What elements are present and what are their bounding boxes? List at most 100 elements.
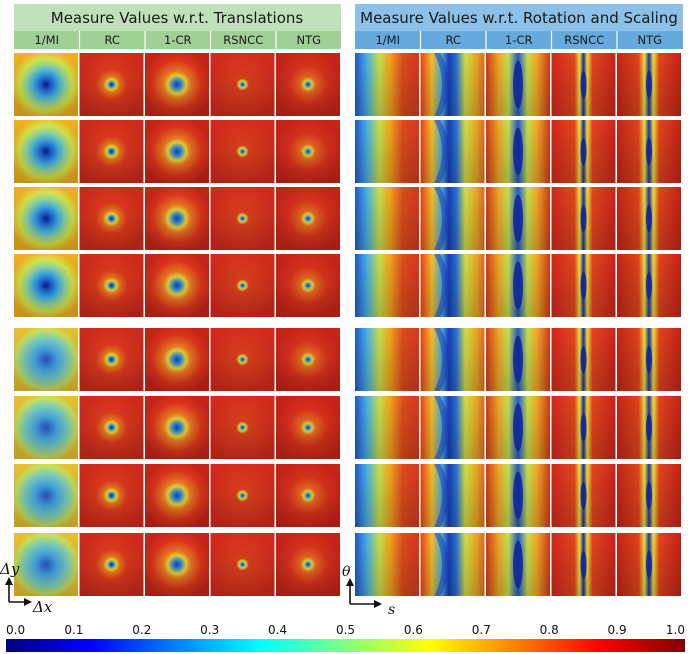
right-column-label: NTG (637, 33, 662, 47)
minimum-marker (580, 413, 587, 442)
heatmap-shading (79, 396, 144, 459)
rc-lobe (434, 533, 450, 596)
heatmap-shading (79, 187, 144, 250)
heatmap-shading (210, 533, 275, 596)
theta-label: θ (342, 564, 351, 580)
dx-label: Δx (32, 598, 53, 616)
rc-lobe (434, 120, 450, 183)
colorbar-tick: 0.0 (6, 623, 25, 637)
dy-label: Δy (0, 560, 20, 578)
heatmap-shading (145, 464, 209, 527)
heatmap-shading (355, 187, 419, 250)
colorbar-tick: 0.2 (132, 623, 151, 637)
left-column-label: RC (105, 33, 120, 47)
minimum-marker (646, 271, 652, 300)
heatmap-shading (145, 396, 209, 459)
right-column-label: RSNCC (564, 33, 604, 47)
heatmap-shading (14, 328, 78, 391)
minimum-marker (513, 471, 523, 520)
minimum-marker (513, 194, 523, 243)
heatmap-shading (420, 53, 485, 116)
colorbar-tick: 0.3 (200, 623, 219, 637)
colorbar-tick: 0.6 (404, 623, 423, 637)
rotation-axis-indicator: θ s (342, 564, 395, 618)
left-sub-header-bg (14, 31, 341, 49)
heatmap-shading (14, 396, 78, 459)
minimum-marker (646, 204, 652, 233)
colorbar: 0.0 0.1 0.2 0.3 0.4 0.5 0.6 0.7 0.8 0.9 1.0 (6, 623, 685, 652)
heatmap-shading (145, 53, 209, 116)
minimum-marker (580, 345, 587, 374)
heatmap-shading (14, 254, 78, 317)
heatmap-shading (276, 254, 340, 317)
dx-arrow-head (24, 598, 32, 606)
translation-heatmap-grid (14, 53, 340, 596)
heatmap-shading (276, 53, 340, 116)
heatmap-shading (420, 396, 485, 459)
colorbar-tick: 0.7 (472, 623, 491, 637)
heatmap-shading (79, 254, 144, 317)
heatmap-shading (79, 328, 144, 391)
minimum-marker (513, 335, 523, 384)
heatmap-shading (210, 254, 275, 317)
heatmap-shading (14, 120, 78, 183)
minimum-marker (513, 540, 523, 589)
left-title-bg (14, 4, 341, 31)
heatmap-shading (145, 187, 209, 250)
minimum-marker (646, 345, 652, 374)
right-column-labels: 1/MI RC 1-CR RSNCC NTG (375, 31, 662, 49)
heatmap-shading (276, 533, 340, 596)
colorbar-tick: 0.1 (64, 623, 83, 637)
heatmap-shading (355, 464, 419, 527)
heatmap-shading (210, 120, 275, 183)
heatmap-shading (210, 464, 275, 527)
heatmap-shading (14, 533, 78, 596)
heatmap-shading (355, 328, 419, 391)
s-arrow-head (374, 600, 382, 608)
heatmap-shading (420, 328, 485, 391)
s-label: s (388, 602, 395, 618)
heatmap-shading (14, 187, 78, 250)
right-panel-title: Measure Values w.r.t. Rotation and Scali… (360, 9, 678, 27)
right-panel-header: Measure Values w.r.t. Rotation and Scali… (355, 4, 683, 49)
minimum-marker (646, 550, 652, 579)
heatmap-shading (145, 120, 209, 183)
left-column-labels: 1/MI RC 1-CR RSNCC NTG (34, 31, 321, 49)
dy-arrow-head (5, 577, 13, 585)
heatmap-shading (210, 53, 275, 116)
heatmap-shading (355, 396, 419, 459)
left-column-label: 1/MI (34, 33, 59, 47)
minimum-marker (513, 60, 523, 109)
minimum-marker (580, 271, 587, 300)
colorbar-tick: 0.4 (268, 623, 287, 637)
heatmap-shading (420, 120, 485, 183)
heatmap-shading (355, 120, 419, 183)
colorbar-tick: 1.0 (666, 623, 685, 637)
heatmap-shading (14, 53, 78, 116)
minimum-marker (513, 261, 523, 310)
rc-lobe (434, 187, 450, 250)
right-title-bg (355, 4, 683, 31)
right-column-label: 1-CR (505, 33, 533, 47)
colorbar-tick: 0.9 (608, 623, 627, 637)
heatmap-shading (79, 120, 144, 183)
heatmap-shading (79, 464, 144, 527)
heatmap-shading (420, 254, 485, 317)
rc-lobe (434, 396, 450, 459)
minimum-marker (580, 137, 587, 166)
minimum-marker (580, 70, 587, 99)
heatmap-shading (14, 464, 78, 527)
left-column-label: 1-CR (164, 33, 192, 47)
rotation-scaling-heatmap-grid (355, 53, 681, 596)
rc-lobe (434, 53, 450, 116)
rc-lobe (434, 328, 450, 391)
right-sub-header-bg (355, 31, 683, 49)
left-panel-header: Measure Values w.r.t. Translations 1/MI R… (14, 4, 341, 49)
minimum-marker (646, 137, 652, 166)
left-panel-title: Measure Values w.r.t. Translations (51, 9, 304, 27)
heatmap-shading (79, 533, 144, 596)
heatmap-shading (420, 464, 485, 527)
colorbar-tick: 0.8 (540, 623, 559, 637)
minimum-marker (580, 204, 587, 233)
right-column-label: RC (446, 33, 461, 47)
